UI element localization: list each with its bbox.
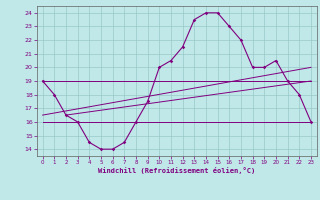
X-axis label: Windchill (Refroidissement éolien,°C): Windchill (Refroidissement éolien,°C) [98,167,255,174]
